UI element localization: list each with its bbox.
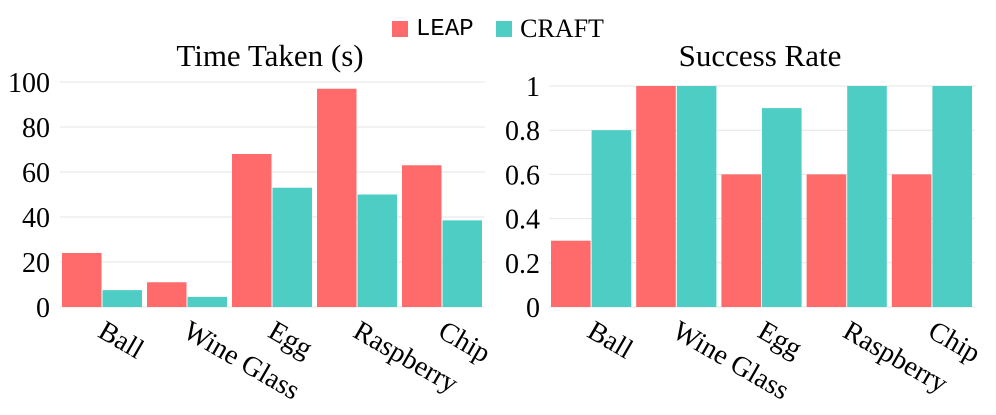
x-tick-label: Ball bbox=[582, 315, 638, 365]
y-tick-label: 0.4 bbox=[505, 205, 540, 236]
legend-swatch-craft bbox=[496, 21, 513, 37]
x-tick-label: Egg bbox=[753, 315, 808, 364]
bar-leap-wine-glass bbox=[147, 282, 187, 307]
bar-craft-ball bbox=[102, 290, 142, 307]
x-tick-label: Egg bbox=[263, 315, 318, 364]
y-tick-label: 0 bbox=[36, 293, 50, 324]
y-tick-label: 80 bbox=[22, 113, 50, 144]
bar-leap-chip bbox=[402, 165, 442, 307]
x-tick-label: Ball bbox=[93, 315, 149, 365]
bar-leap-ball bbox=[62, 253, 102, 307]
bar-craft-egg bbox=[762, 108, 802, 307]
y-tick-label: 40 bbox=[22, 203, 50, 234]
legend-swatch-leap bbox=[392, 21, 409, 37]
bar-craft-ball bbox=[591, 130, 632, 307]
legend-item-craft: CRAFT bbox=[496, 14, 604, 44]
bar-craft-chip bbox=[442, 220, 482, 307]
bar-leap-raspberry bbox=[317, 88, 357, 307]
chart-title: Time Taken (s) bbox=[176, 38, 363, 73]
legend-item-leap: LEAP bbox=[392, 16, 474, 43]
y-tick-label: 60 bbox=[22, 158, 50, 189]
bar-craft-raspberry bbox=[357, 194, 397, 307]
y-tick-label: 0.2 bbox=[505, 249, 540, 280]
bar-leap-egg bbox=[232, 154, 272, 307]
bar-craft-raspberry bbox=[847, 86, 887, 307]
chart-title: Success Rate bbox=[679, 38, 842, 73]
legend-label-craft: CRAFT bbox=[520, 14, 604, 43]
bar-leap-raspberry bbox=[806, 174, 847, 307]
bar-leap-ball bbox=[551, 240, 591, 307]
bar-leap-egg bbox=[721, 174, 761, 307]
y-tick-label: 0.8 bbox=[505, 116, 540, 147]
y-tick-label: 100 bbox=[8, 68, 50, 99]
bar-craft-wine-glass bbox=[676, 86, 717, 307]
legend-label-leap: LEAP bbox=[416, 15, 474, 43]
y-tick-label: 0 bbox=[526, 293, 540, 324]
bar-craft-chip bbox=[932, 86, 972, 307]
y-tick-label: 20 bbox=[22, 248, 50, 279]
bar-leap-chip bbox=[891, 174, 932, 307]
bar-craft-egg bbox=[272, 187, 312, 307]
y-tick-label: 0.6 bbox=[505, 160, 540, 191]
legend: LEAP CRAFT bbox=[0, 14, 996, 44]
bar-craft-wine-glass bbox=[187, 296, 227, 307]
bar-leap-wine-glass bbox=[636, 86, 676, 307]
y-tick-label: 1 bbox=[526, 72, 540, 103]
